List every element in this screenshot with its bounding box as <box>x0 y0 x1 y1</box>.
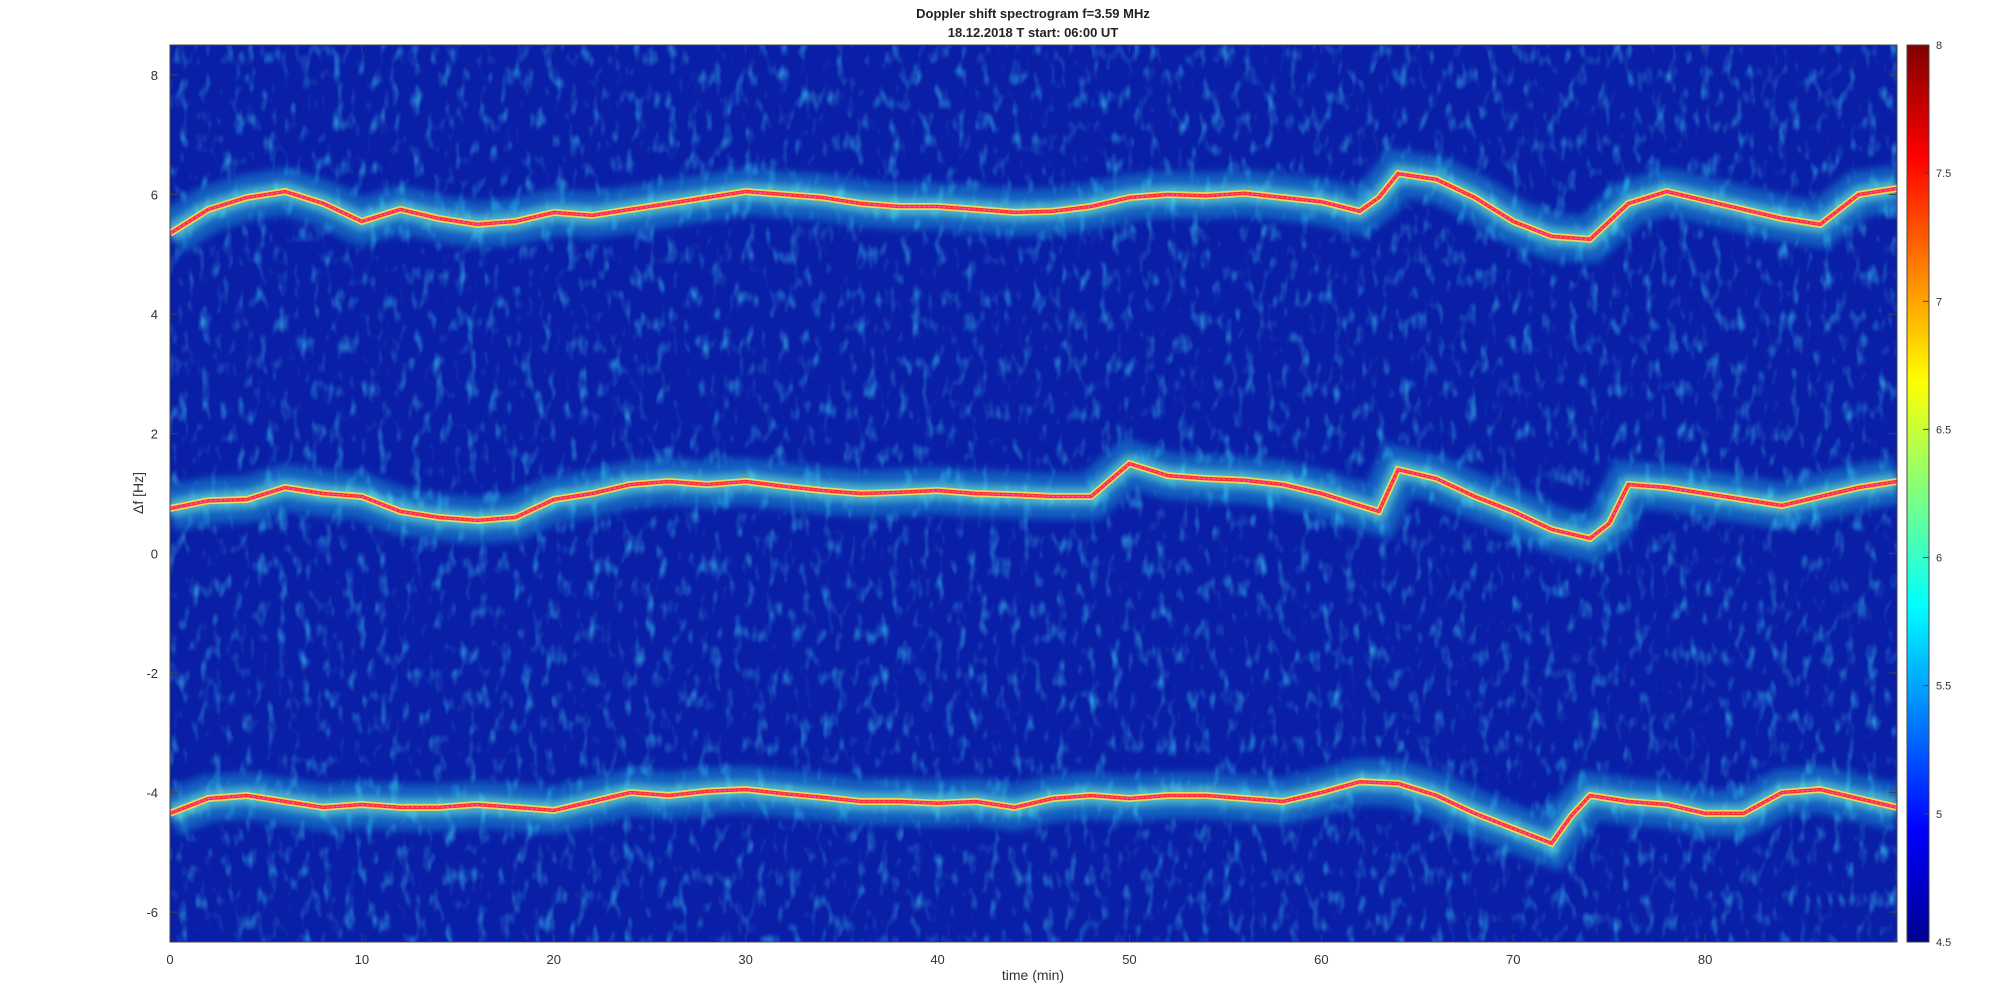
y-tick-label: 6 <box>151 188 158 203</box>
y-tick-label: -6 <box>146 905 158 920</box>
colorbar-gradient <box>1906 44 1930 943</box>
colorbar-tick-label: 4.5 <box>1936 937 1951 949</box>
chart-title: Doppler shift spectrogram f=3.59 MHz <box>916 6 1150 21</box>
colorbar-tick-label: 5.5 <box>1936 681 1951 693</box>
x-axis-label: time (min) <box>1002 967 1064 983</box>
y-tick-label: -2 <box>146 666 158 681</box>
y-tick-label: 8 <box>151 68 158 83</box>
colorbar-tick-label: 8 <box>1936 40 1942 52</box>
y-axis: -6 -4 -2 0 2 4 6 8 <box>146 68 1897 920</box>
colorbar-tick-label: 6.5 <box>1936 424 1951 436</box>
y-tick-label: 4 <box>151 307 158 322</box>
y-axis-label: Δf [Hz] <box>130 472 146 514</box>
plot-area <box>169 44 1898 943</box>
x-tick-label: 40 <box>930 952 944 967</box>
x-tick-label: 50 <box>1122 952 1136 967</box>
colorbar-tick-label: 6 <box>1936 553 1942 565</box>
x-tick-label: 80 <box>1698 952 1712 967</box>
trace-1-fit <box>170 462 1897 540</box>
trace-0-fit <box>170 172 1897 240</box>
y-tick-label: -4 <box>146 786 158 801</box>
y-tick-label: 0 <box>151 546 158 561</box>
x-tick-label: 0 <box>166 952 173 967</box>
chart-subtitle: 18.12.2018 T start: 06:00 UT <box>948 25 1119 40</box>
doppler-traces <box>170 148 1897 872</box>
colorbar: 4.5 5 5.5 6 6.5 7 7.5 8 <box>1906 40 1951 949</box>
colorbar-tick-label: 7.5 <box>1936 168 1951 180</box>
y-tick-label: 2 <box>151 427 158 442</box>
x-axis: 0 10 20 30 40 50 60 70 80 <box>166 45 1712 967</box>
x-tick-label: 20 <box>547 952 561 967</box>
colorbar-tick-label: 7 <box>1936 296 1942 308</box>
x-tick-label: 10 <box>355 952 369 967</box>
x-tick-label: 30 <box>738 952 752 967</box>
trace-2-fit <box>170 781 1897 845</box>
colorbar-tick-label: 5 <box>1936 809 1942 821</box>
x-tick-label: 70 <box>1506 952 1520 967</box>
x-tick-label: 60 <box>1314 952 1328 967</box>
colorbar-ticks: 4.5 5 5.5 6 6.5 7 7.5 8 <box>1923 40 1951 949</box>
plot-frame <box>169 44 1898 943</box>
